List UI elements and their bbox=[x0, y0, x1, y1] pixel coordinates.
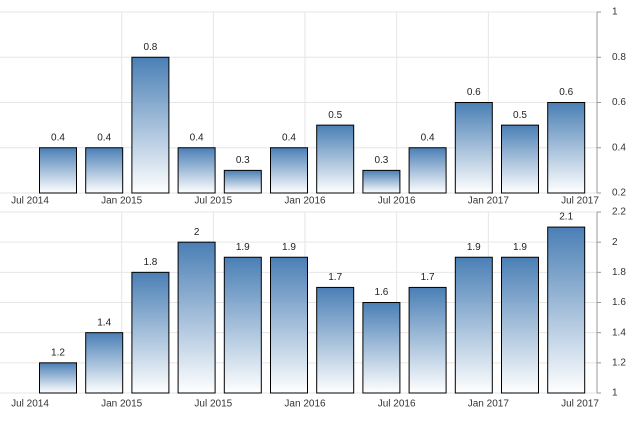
y-tick-label: 2 bbox=[612, 237, 618, 248]
x-tick-label: Jan 2016 bbox=[284, 196, 326, 207]
x-tick-label: Jul 2017 bbox=[561, 196, 599, 207]
value-label: 1.6 bbox=[374, 287, 388, 298]
x-tick-label: Jan 2017 bbox=[468, 196, 510, 207]
y-tick-label: 1.6 bbox=[612, 297, 626, 308]
bar bbox=[270, 256, 308, 394]
y-tick-label: 0.4 bbox=[612, 142, 626, 153]
bar bbox=[454, 256, 493, 394]
x-tick-label: Jan 2017 bbox=[468, 399, 510, 410]
value-label: 1.7 bbox=[421, 272, 435, 283]
value-label: 1.9 bbox=[236, 242, 250, 253]
bar bbox=[223, 256, 262, 394]
value-label: 0.4 bbox=[282, 132, 296, 143]
bar bbox=[223, 169, 262, 194]
y-tick-label: 1 bbox=[612, 7, 618, 18]
x-tick-label: Jul 2014 bbox=[11, 196, 49, 207]
value-label: 0.4 bbox=[190, 132, 204, 143]
value-label: 0.5 bbox=[328, 110, 342, 121]
y-tick-label: 0.2 bbox=[612, 188, 626, 199]
value-label: 1.9 bbox=[467, 242, 481, 253]
value-label: 2.1 bbox=[559, 212, 573, 223]
y-tick-label: 1.4 bbox=[612, 327, 626, 338]
x-tick-label: Jul 2015 bbox=[194, 399, 232, 410]
bar bbox=[85, 332, 124, 394]
bar bbox=[316, 124, 355, 194]
bar bbox=[408, 147, 447, 194]
y-tick-label: 1.8 bbox=[612, 267, 626, 278]
value-label: 0.4 bbox=[51, 132, 65, 143]
x-tick-label: Jul 2017 bbox=[561, 399, 599, 410]
bar bbox=[85, 147, 124, 194]
x-tick-label: Jan 2015 bbox=[101, 399, 143, 410]
y-tick-label: 1 bbox=[612, 388, 618, 399]
x-tick-label: Jan 2016 bbox=[284, 399, 326, 410]
y-tick-label: 2.2 bbox=[612, 207, 626, 218]
bar bbox=[177, 147, 216, 194]
value-label: 0.4 bbox=[421, 132, 435, 143]
x-tick-label: Jan 2015 bbox=[101, 196, 143, 207]
value-label: 1.7 bbox=[328, 272, 342, 283]
value-label: 0.3 bbox=[236, 155, 250, 166]
bar bbox=[131, 271, 170, 394]
value-label: 0.6 bbox=[559, 87, 573, 98]
bar bbox=[177, 241, 216, 394]
y-tick-label: 0.6 bbox=[612, 97, 626, 108]
bar bbox=[362, 302, 401, 394]
value-label: 0.4 bbox=[97, 132, 111, 143]
x-tick-label: Jul 2016 bbox=[378, 399, 416, 410]
x-tick-label: Jul 2014 bbox=[11, 399, 49, 410]
value-label: 1.9 bbox=[282, 242, 296, 253]
bar bbox=[501, 256, 539, 394]
x-tick-label: Jul 2016 bbox=[378, 196, 416, 207]
value-label: 1.2 bbox=[51, 347, 65, 358]
bar bbox=[39, 362, 77, 394]
value-label: 0.8 bbox=[143, 42, 157, 53]
bar bbox=[39, 147, 77, 194]
bar bbox=[270, 147, 308, 194]
y-tick-label: 0.8 bbox=[612, 52, 626, 63]
value-label: 1.4 bbox=[97, 317, 111, 328]
bar bbox=[408, 286, 447, 394]
x-tick-label: Jul 2015 bbox=[194, 196, 232, 207]
value-label: 1.9 bbox=[513, 242, 527, 253]
value-label: 1.8 bbox=[143, 257, 157, 268]
value-label: 0.3 bbox=[374, 155, 388, 166]
bar bbox=[131, 56, 170, 194]
bar bbox=[501, 124, 539, 194]
value-label: 2 bbox=[194, 227, 200, 238]
bar bbox=[454, 102, 493, 194]
bar bbox=[547, 102, 586, 194]
value-label: 0.5 bbox=[513, 110, 527, 121]
value-label: 0.6 bbox=[467, 87, 481, 98]
bar bbox=[547, 226, 586, 394]
bar bbox=[362, 169, 401, 194]
bar bbox=[316, 286, 355, 394]
y-tick-label: 1.2 bbox=[612, 357, 626, 368]
